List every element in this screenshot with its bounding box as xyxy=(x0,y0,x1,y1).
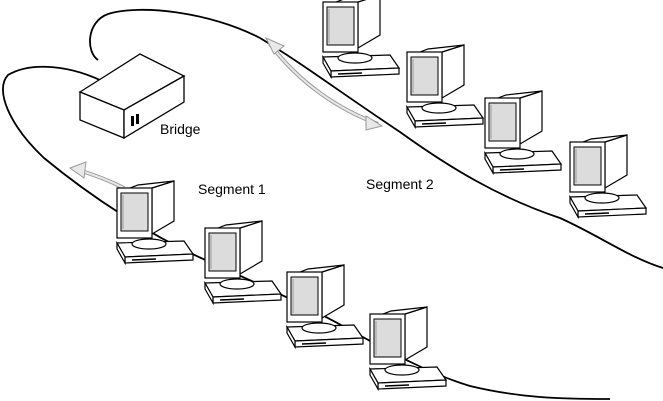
bridge-label: Bridge xyxy=(160,121,201,137)
computer-icon xyxy=(204,220,282,304)
computer-icon xyxy=(484,90,562,174)
computer-icon xyxy=(406,44,484,128)
segment-1-label: Segment 1 xyxy=(198,181,266,197)
bridge-device-icon xyxy=(78,53,186,140)
traffic-arrow-icon xyxy=(269,43,379,125)
segment-2-label: Segment 2 xyxy=(366,176,434,192)
computer-icon xyxy=(286,264,364,348)
network-cable xyxy=(89,8,663,269)
computer-icon xyxy=(369,306,447,390)
computer-icon xyxy=(116,180,194,264)
computer-icon xyxy=(322,0,400,78)
computer-icon xyxy=(569,134,647,218)
